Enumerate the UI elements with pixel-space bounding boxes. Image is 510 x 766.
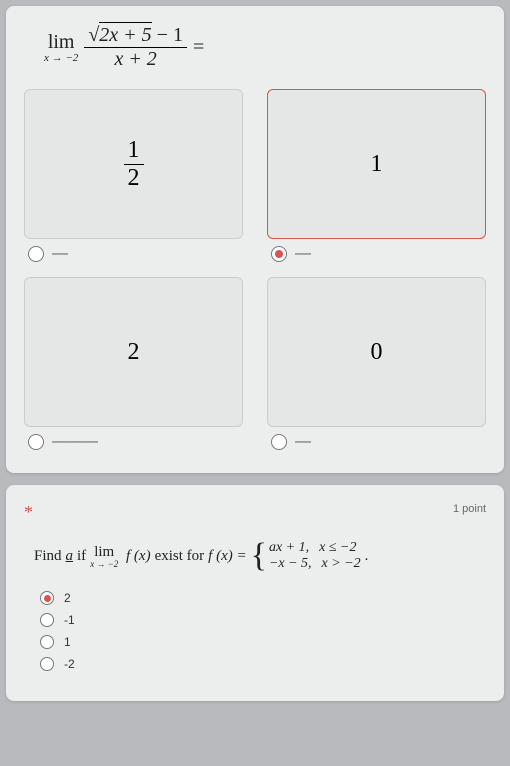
option-a-box[interactable]: 1 2 [24,89,243,239]
option-b-radio-row[interactable]: — [267,245,486,263]
q2-option-3[interactable]: 1 [40,635,486,649]
piecewise-r2-left: −x − 5, [269,556,312,572]
q2-variable-a: a [66,548,74,565]
q2-trailing: . [365,548,369,565]
option-c-label: 2 [128,339,140,366]
required-indicator-icon: * [24,503,33,521]
q2-option-4-label: -2 [64,657,75,671]
option-dash: ——— [52,433,97,451]
question-2-prompt: Find a if lim x → −2 f (x) exist for f (… [24,539,486,573]
q2-option-1-label: 2 [64,591,71,605]
question-2-header: * 1 point [24,503,486,521]
option-c-cell: 2 ——— [24,277,243,451]
question-1-card: lim x → −2 2x + 5 − 1 x + 2 = 1 2 — [6,6,504,473]
option-d-cell: 0 — [267,277,486,451]
option-b-label: 1 [371,151,383,178]
radio-checked-icon [40,591,54,605]
points-label: 1 point [453,503,486,515]
q2-option-1[interactable]: 2 [40,591,486,605]
question-1-prompt: lim x → −2 2x + 5 − 1 x + 2 = [24,24,486,71]
q2-option-2[interactable]: -1 [40,613,486,627]
q2-option-3-label: 1 [64,635,71,649]
option-dash: — [52,245,67,263]
option-b-cell: 1 — [267,89,486,263]
piecewise-r1-left: ax + 1, [269,540,309,556]
radio-icon [40,657,54,671]
radio-icon [28,434,44,450]
radio-icon [271,434,287,450]
q2-option-2-label: -1 [64,613,75,627]
option-dash: — [295,433,310,451]
option-a-cell: 1 2 — [24,89,243,263]
option-dash: — [295,245,310,263]
question-1-options: 1 2 — 1 — 2 ——— [24,89,486,451]
q2-prefix: Find [34,548,62,565]
option-d-radio-row[interactable]: — [267,433,486,451]
question-2-card: * 1 point Find a if lim x → −2 f (x) exi… [6,485,504,701]
q2-option-4[interactable]: -2 [40,657,486,671]
piecewise-r1-right: x ≤ −2 [319,540,356,556]
radio-icon [40,613,54,627]
option-c-radio-row[interactable]: ——— [24,433,243,451]
question-2-options: 2 -1 1 -2 [24,591,486,671]
radio-icon [40,635,54,649]
option-a-radio-row[interactable]: — [24,245,243,263]
q2-mid: if [77,548,86,565]
option-d-label: 0 [371,339,383,366]
piecewise-r2-right: x > −2 [322,556,361,572]
radio-icon [28,246,44,262]
option-d-box[interactable]: 0 [267,277,486,427]
option-c-box[interactable]: 2 [24,277,243,427]
option-b-box[interactable]: 1 [267,89,486,239]
q2-exist: exist for [155,548,205,565]
radio-checked-icon [271,246,287,262]
